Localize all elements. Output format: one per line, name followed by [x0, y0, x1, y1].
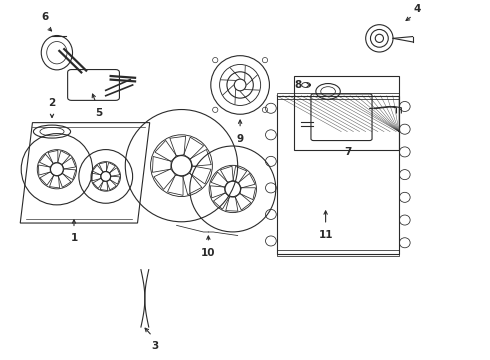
Text: 8: 8: [294, 80, 301, 90]
Bar: [294, 76, 399, 149]
Text: 3: 3: [151, 341, 158, 351]
Text: 7: 7: [344, 147, 351, 157]
Text: 6: 6: [41, 12, 49, 22]
Text: 10: 10: [201, 248, 216, 258]
Text: 4: 4: [414, 4, 421, 14]
Bar: [277, 96, 399, 253]
Text: 1: 1: [71, 233, 77, 243]
Text: 5: 5: [95, 108, 102, 118]
Text: 2: 2: [49, 98, 56, 108]
Text: 11: 11: [318, 230, 333, 240]
Bar: [277, 93, 399, 99]
Bar: [277, 250, 399, 256]
Text: 9: 9: [237, 134, 244, 144]
